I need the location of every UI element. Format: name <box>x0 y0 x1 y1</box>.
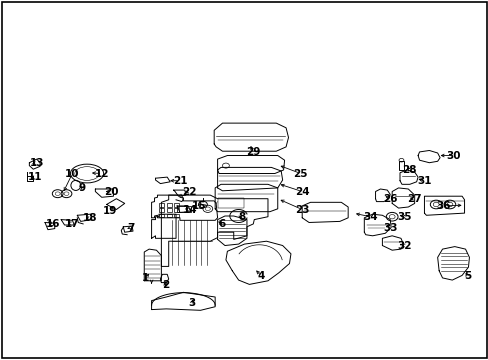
Text: 2: 2 <box>162 280 168 290</box>
Text: 14: 14 <box>182 204 197 215</box>
Text: 20: 20 <box>104 186 119 197</box>
Bar <box>166 203 171 207</box>
Bar <box>159 208 164 212</box>
Text: 25: 25 <box>293 168 307 179</box>
Text: 1: 1 <box>142 273 149 283</box>
Text: 36: 36 <box>436 201 450 211</box>
Text: 17: 17 <box>65 219 80 229</box>
Bar <box>174 214 179 217</box>
Text: 24: 24 <box>294 186 309 197</box>
Bar <box>174 203 179 207</box>
Bar <box>217 198 244 208</box>
Text: 19: 19 <box>102 206 117 216</box>
Text: 13: 13 <box>29 158 44 168</box>
Text: 32: 32 <box>397 240 411 251</box>
Text: 34: 34 <box>363 212 377 222</box>
Bar <box>398 161 404 170</box>
Text: 22: 22 <box>182 186 197 197</box>
Text: 7: 7 <box>127 222 135 233</box>
Text: 23: 23 <box>294 204 309 215</box>
Text: 10: 10 <box>65 168 80 179</box>
Text: 6: 6 <box>218 219 224 229</box>
Text: 12: 12 <box>94 168 109 179</box>
Bar <box>174 208 179 212</box>
Text: 9: 9 <box>79 183 85 193</box>
Text: 8: 8 <box>238 212 244 222</box>
Text: 27: 27 <box>407 194 421 204</box>
Bar <box>159 203 164 207</box>
Text: 21: 21 <box>172 176 187 186</box>
Text: 18: 18 <box>83 213 98 223</box>
Text: 33: 33 <box>382 222 397 233</box>
Bar <box>177 206 190 212</box>
Text: 29: 29 <box>245 147 260 157</box>
Text: 26: 26 <box>382 194 397 204</box>
Bar <box>166 208 171 212</box>
Bar <box>166 214 171 217</box>
Text: 3: 3 <box>188 298 195 308</box>
Text: 30: 30 <box>446 150 460 161</box>
Bar <box>159 214 164 217</box>
Text: 28: 28 <box>402 165 416 175</box>
Text: 5: 5 <box>463 271 470 282</box>
Text: 11: 11 <box>28 172 42 182</box>
Text: 15: 15 <box>192 201 206 211</box>
Text: 31: 31 <box>416 176 431 186</box>
Text: 4: 4 <box>257 271 265 282</box>
Text: 16: 16 <box>45 219 60 229</box>
Text: 35: 35 <box>397 212 411 222</box>
